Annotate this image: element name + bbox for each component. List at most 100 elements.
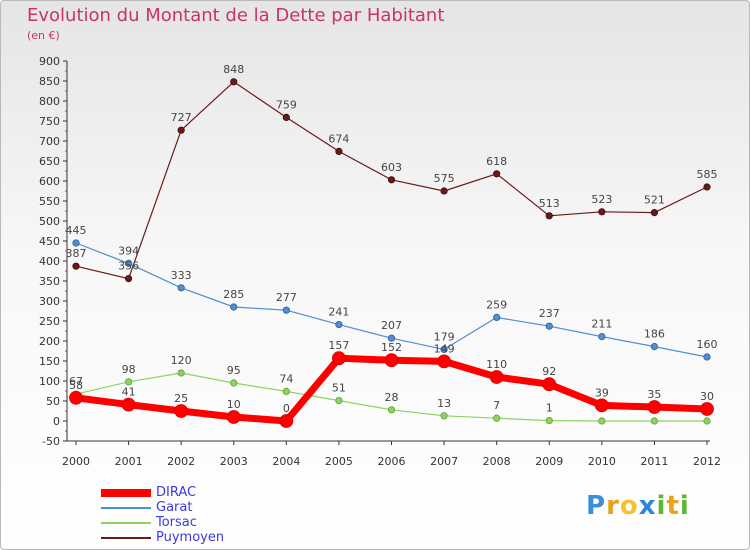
y-tick-label: 850 xyxy=(39,75,60,88)
legend-item-dirac[interactable]: DIRAC xyxy=(101,485,321,500)
series-puymoyen xyxy=(72,78,711,283)
point-torsac xyxy=(545,416,553,425)
point-puymoyen xyxy=(493,170,501,178)
point-garat xyxy=(387,334,396,342)
x-tick-label: 2008 xyxy=(483,455,511,468)
data-label-garat: 445 xyxy=(66,224,87,237)
data-label-dirac: 25 xyxy=(174,392,188,405)
point-torsac xyxy=(387,406,396,414)
data-label-puymoyen: 356 xyxy=(118,260,139,273)
data-label-puymoyen: 727 xyxy=(171,111,192,124)
point-garat xyxy=(440,345,448,353)
y-tick-label: 500 xyxy=(39,215,60,228)
legend-label-garat: Garat xyxy=(156,500,193,515)
data-label-torsac: 1 xyxy=(546,402,553,415)
data-label-dirac: 110 xyxy=(486,358,507,371)
data-label-garat: 277 xyxy=(276,291,297,304)
legend-label-torsac: Torsac xyxy=(156,515,197,530)
y-tick-label: 50 xyxy=(46,395,60,408)
legend-item-puymoyen[interactable]: Puymoyen xyxy=(101,530,321,545)
point-puymoyen xyxy=(124,274,133,283)
y-tick-label: 650 xyxy=(39,155,60,168)
point-torsac xyxy=(124,378,133,386)
data-label-garat: 333 xyxy=(171,269,192,282)
y-tick-label: 550 xyxy=(39,195,60,208)
data-label-torsac: 95 xyxy=(227,364,241,377)
y-tick-label: 900 xyxy=(39,55,60,68)
legend-item-garat[interactable]: Garat xyxy=(101,500,321,515)
point-torsac xyxy=(177,369,185,377)
point-garat xyxy=(230,303,238,311)
point-dirac xyxy=(174,404,189,418)
data-label-torsac: 98 xyxy=(122,363,136,376)
point-dirac xyxy=(594,398,609,413)
series-dirac xyxy=(69,351,714,428)
legend-swatch-garat xyxy=(101,507,151,509)
axes xyxy=(66,61,710,442)
point-dirac xyxy=(647,400,662,414)
x-tick-label: 2012 xyxy=(693,455,721,468)
point-puymoyen xyxy=(335,147,343,155)
point-garat xyxy=(124,259,133,267)
point-puymoyen xyxy=(703,183,711,191)
data-label-torsac: 74 xyxy=(279,372,293,385)
x-tick-label: 2010 xyxy=(588,455,616,468)
point-garat xyxy=(177,284,185,292)
data-label-dirac: 39 xyxy=(595,386,609,399)
y-tick-label: 450 xyxy=(39,235,60,248)
point-garat xyxy=(545,322,553,330)
y-tick-label: -50 xyxy=(42,435,60,448)
series-torsac xyxy=(72,369,711,425)
y-tick-label: 250 xyxy=(39,315,60,328)
data-label-puymoyen: 585 xyxy=(697,168,718,181)
point-torsac xyxy=(335,396,343,405)
data-label-garat: 207 xyxy=(381,319,402,332)
x-tick-label: 2001 xyxy=(115,455,143,468)
point-puymoyen xyxy=(230,78,238,86)
x-tick-label: 2005 xyxy=(325,455,353,468)
series-garat xyxy=(72,239,711,361)
data-label-dirac: 41 xyxy=(122,386,136,399)
data-label-puymoyen: 523 xyxy=(591,193,612,206)
data-label-puymoyen: 513 xyxy=(539,197,560,210)
point-garat xyxy=(282,306,290,314)
legend-item-torsac[interactable]: Torsac xyxy=(101,515,321,530)
data-label-torsac: 67 xyxy=(69,375,83,388)
data-label-puymoyen: 848 xyxy=(223,63,244,76)
data-label-garat: 259 xyxy=(486,298,507,311)
point-dirac xyxy=(279,414,294,428)
point-puymoyen xyxy=(387,176,396,184)
x-tick-label: 2006 xyxy=(378,455,406,468)
data-label-garat: 237 xyxy=(539,307,560,320)
point-garat xyxy=(493,313,501,321)
point-puymoyen xyxy=(598,208,606,216)
data-label-garat: 179 xyxy=(434,330,455,343)
data-label-garat: 211 xyxy=(591,318,612,331)
point-dirac xyxy=(489,370,504,384)
data-label-puymoyen: 521 xyxy=(644,194,665,207)
data-label-garat: 241 xyxy=(328,306,349,319)
data-label-dirac: 149 xyxy=(434,342,455,355)
data-label-dirac: 58 xyxy=(69,379,83,392)
data-label-dirac: 35 xyxy=(647,388,661,401)
x-tick-label: 2000 xyxy=(62,455,90,468)
x-tick-label: 2003 xyxy=(220,455,248,468)
point-garat xyxy=(598,332,606,341)
data-label-puymoyen: 618 xyxy=(486,155,507,168)
legend-swatch-dirac xyxy=(101,489,151,497)
series-layer xyxy=(69,78,714,428)
x-tick-label: 2004 xyxy=(272,455,300,468)
data-label-puymoyen: 603 xyxy=(381,161,402,174)
data-label-garat: 186 xyxy=(644,328,665,341)
x-tick-label: 2011 xyxy=(640,455,668,468)
data-label-torsac: 120 xyxy=(171,354,192,367)
point-torsac xyxy=(230,379,238,387)
legend-label-puymoyen: Puymoyen xyxy=(156,530,225,545)
point-torsac xyxy=(703,417,711,425)
y-tick-label: 0 xyxy=(53,415,60,428)
legend-swatch-torsac xyxy=(101,522,151,524)
y-tick-label: 350 xyxy=(39,275,60,288)
data-label-dirac: 10 xyxy=(227,398,241,411)
y-tick-label: 150 xyxy=(39,355,60,368)
